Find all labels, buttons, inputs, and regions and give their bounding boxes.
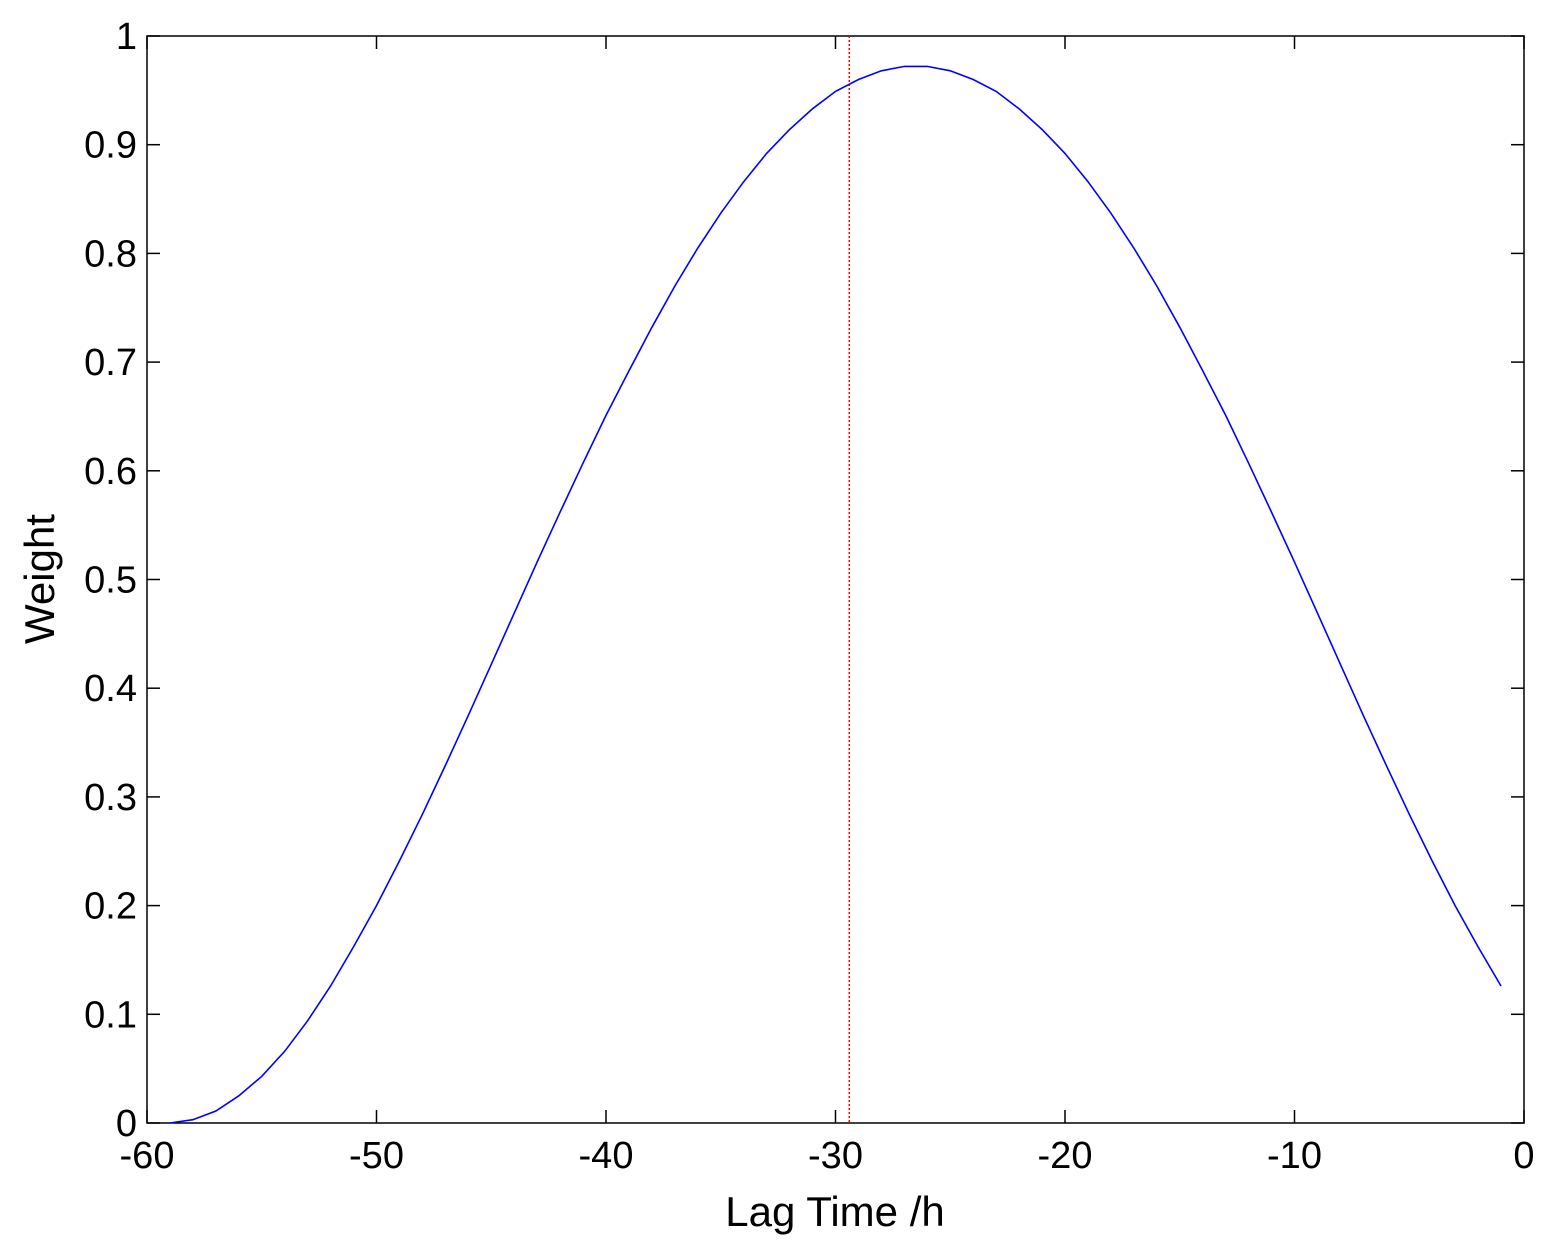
x-tick-label: -60 [120, 1135, 175, 1177]
plot-frame [146, 35, 1525, 1124]
y-tick-label: 0.7 [84, 342, 137, 384]
y-tick-label: 0.2 [84, 886, 137, 928]
axis-ticks [146, 35, 1525, 1124]
x-tick-labels: -60 -50 -40 -30 -20 -10 0 [120, 1135, 1535, 1177]
x-axis-label: Lag Time /h [725, 1188, 944, 1235]
y-tick-label: 1 [116, 16, 137, 58]
x-tick-label: -20 [1038, 1135, 1093, 1177]
y-tick-label: 0.5 [84, 560, 137, 602]
x-tick-label: -10 [1267, 1135, 1322, 1177]
y-axis-label: Weight [16, 514, 63, 644]
weight-curve [169, 65, 1502, 1124]
y-tick-label: 0.8 [84, 233, 137, 275]
y-tick-label: 0 [116, 1103, 137, 1145]
y-tick-label: 0.1 [84, 994, 137, 1036]
x-tick-label: -40 [579, 1135, 634, 1177]
x-tick-label: 0 [1513, 1135, 1534, 1177]
x-tick-label: -30 [808, 1135, 863, 1177]
y-tick-labels: 0 0.1 0.2 0.3 0.4 0.5 0.6 0.7 0.8 0.9 1 [84, 16, 137, 1145]
y-tick-label: 0.3 [84, 777, 137, 819]
y-tick-label: 0.4 [84, 668, 137, 710]
y-tick-label: 0.9 [84, 125, 137, 167]
y-tick-label: 0.6 [84, 451, 137, 493]
x-tick-label: -50 [349, 1135, 404, 1177]
